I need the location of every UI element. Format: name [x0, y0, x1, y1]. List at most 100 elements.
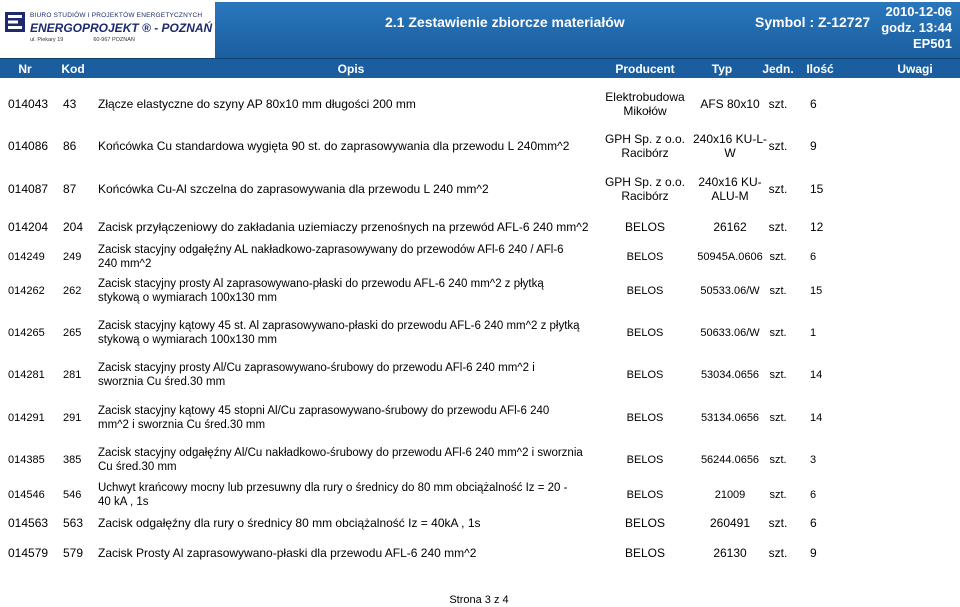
cell-ilosc: 12: [810, 220, 824, 234]
cell-opis: Złącze elastyczne do szyny AP 80x10 mm d…: [98, 97, 416, 111]
cell-ilosc: 15: [810, 285, 823, 297]
cell-opis: Zacisk stacyjny odgałęźny AL nakładkowo-…: [98, 244, 564, 270]
cell-kod: 385: [63, 454, 82, 466]
cell-kod: 281: [63, 369, 82, 381]
cell-nr: 014281: [8, 369, 45, 381]
column-header-bar: Nr Kod Opis Producent Typ Jedn. Ilość Uw…: [0, 58, 960, 78]
cell-nr: 014291: [8, 412, 45, 424]
cell-opis: Zacisk stacyjny odgałęźny Al/Cu nakładko…: [98, 447, 583, 473]
cell-jedn: szt.: [769, 327, 787, 339]
cell-kod: 262: [63, 285, 82, 297]
company-logo: BIURO STUDIÓW I PROJEKTÓW ENERGETYCZNYCH…: [0, 2, 232, 58]
cell-producent: BELOS: [626, 327, 664, 339]
cell-kod: 43: [63, 97, 77, 111]
cell-ilosc: 6: [810, 516, 817, 530]
cell-producent: BELOS: [626, 285, 664, 297]
table-row: 014579 579 Zacisk Prosty Al zaprasowywan…: [0, 543, 960, 563]
document-code: EP501: [912, 36, 952, 51]
column-header-jedn: Jedn.: [762, 62, 794, 76]
table-row: 014265 265 Zacisk stacyjny kątowy 45 st.…: [0, 315, 960, 351]
cell-kod: 204: [63, 220, 84, 234]
document-date: 2010-12-06: [885, 4, 953, 19]
cell-jedn: szt.: [769, 369, 787, 381]
column-header-producent: Producent: [615, 62, 675, 76]
cell-nr: 014262: [8, 285, 45, 297]
page-header: BIURO STUDIÓW I PROJEKTÓW ENERGETYCZNYCH…: [0, 0, 960, 58]
cell-producent: BELOS: [624, 546, 666, 560]
cell-producent: GPH Sp. z o.o. Racibórz: [604, 175, 686, 203]
cell-ilosc: 9: [810, 139, 817, 153]
table-row: 014086 86 Końcówka Cu standardowa wygięt…: [0, 128, 960, 164]
logo-mark-icon: [5, 12, 25, 32]
table-row: 014043 43 Złącze elastyczne do szyny AP …: [0, 85, 960, 123]
cell-jedn: szt.: [769, 454, 787, 466]
logo-line-2: ENERGOPROJEKT ® - POZNAŃ SA: [30, 21, 233, 35]
table-row: 014546 546 Uchwyt krańcowy mocny lub prz…: [0, 479, 960, 511]
table-row: 014087 87 Końcówka Cu-Al szczelna do zap…: [0, 171, 960, 207]
cell-ilosc: 6: [810, 97, 817, 111]
cell-producent: BELOS: [626, 489, 664, 501]
cell-kod: 563: [63, 516, 84, 530]
page-number: Strona 3 z 4: [449, 594, 509, 606]
cell-producent: GPH Sp. z o.o. Racibórz: [604, 132, 686, 160]
cell-ilosc: 3: [810, 454, 817, 466]
cell-jedn: szt.: [769, 412, 787, 424]
cell-typ: 56244.0656: [700, 454, 760, 466]
cell-nr: 014087: [8, 182, 49, 196]
cell-kod: 291: [63, 412, 82, 424]
table-row: 014291 291 Zacisk stacyjny kątowy 45 sto…: [0, 402, 960, 434]
cell-producent: BELOS: [626, 251, 664, 263]
cell-ilosc: 6: [810, 251, 817, 263]
cell-typ: 26162: [713, 220, 747, 234]
column-header-uwagi: Uwagi: [897, 62, 933, 76]
table-row: 014563 563 Zacisk odgałęźny dla rury o ś…: [0, 513, 960, 533]
table-row: 014385 385 Zacisk stacyjny odgałęźny Al/…: [0, 444, 960, 476]
table-row: 014281 281 Zacisk stacyjny prosty Al/Cu …: [0, 359, 960, 391]
cell-ilosc: 15: [810, 182, 824, 196]
cell-nr: 014086: [8, 139, 49, 153]
cell-opis: Zacisk stacyjny prosty Al/Cu zaprasowywa…: [98, 362, 535, 388]
cell-kod: 87: [63, 182, 77, 196]
cell-typ: 50633.06/W: [700, 327, 760, 339]
cell-jedn: szt.: [768, 182, 788, 196]
cell-producent: Elektrobudowa Mikołów: [605, 90, 685, 118]
cell-jedn: szt.: [768, 546, 788, 560]
cell-ilosc: 1: [810, 327, 817, 339]
cell-nr: 014249: [8, 251, 45, 263]
column-header-ilosc: Ilość: [806, 62, 834, 76]
logo-address: ul. Piekary 19 60-967 POZNAŃ: [30, 37, 135, 43]
cell-opis: Zacisk odgałęźny dla rury o średnicy 80 …: [98, 516, 481, 530]
cell-producent: BELOS: [624, 220, 666, 234]
cell-producent: BELOS: [626, 412, 664, 424]
cell-typ: 240x16 KU-ALU-M: [698, 175, 762, 203]
cell-ilosc: 14: [810, 412, 823, 424]
cell-jedn: szt.: [768, 97, 788, 111]
cell-ilosc: 9: [810, 546, 817, 560]
cell-typ: AFS 80x10: [700, 97, 760, 111]
cell-typ: 53034.0656: [700, 369, 760, 381]
cell-nr: 014043: [8, 97, 49, 111]
cell-typ: 21009: [714, 489, 746, 501]
cell-nr: 014579: [8, 546, 49, 560]
cell-jedn: szt.: [768, 516, 788, 530]
logo-postcode: 60-967 POZNAŃ: [93, 37, 135, 43]
cell-opis: Końcówka Cu standardowa wygięta 90 st. d…: [98, 139, 570, 153]
cell-typ: 53134.0656: [700, 412, 760, 424]
cell-ilosc: 6: [810, 489, 817, 501]
cell-ilosc: 14: [810, 369, 823, 381]
logo-street: ul. Piekary 19: [30, 37, 64, 43]
cell-jedn: szt.: [769, 489, 787, 501]
cell-kod: 546: [63, 489, 82, 501]
cell-jedn: szt.: [769, 251, 787, 263]
table-row: 014262 262 Zacisk stacyjny prosty Al zap…: [0, 275, 960, 307]
cell-typ: 26130: [713, 546, 747, 560]
logo-line-1: BIURO STUDIÓW I PROJEKTÓW ENERGETYCZNYCH: [30, 12, 203, 19]
column-header-kod: Kod: [61, 62, 85, 76]
column-header-nr: Nr: [18, 62, 32, 76]
cell-typ: 240x16 KU-L-W: [692, 132, 768, 160]
cell-nr: 014385: [8, 454, 45, 466]
cell-opis: Zacisk przyłączeniowy do zakładania uzie…: [98, 220, 589, 234]
cell-nr: 014204: [8, 220, 49, 234]
cell-typ: 50945A.0606: [697, 251, 763, 263]
cell-producent: BELOS: [626, 369, 664, 381]
